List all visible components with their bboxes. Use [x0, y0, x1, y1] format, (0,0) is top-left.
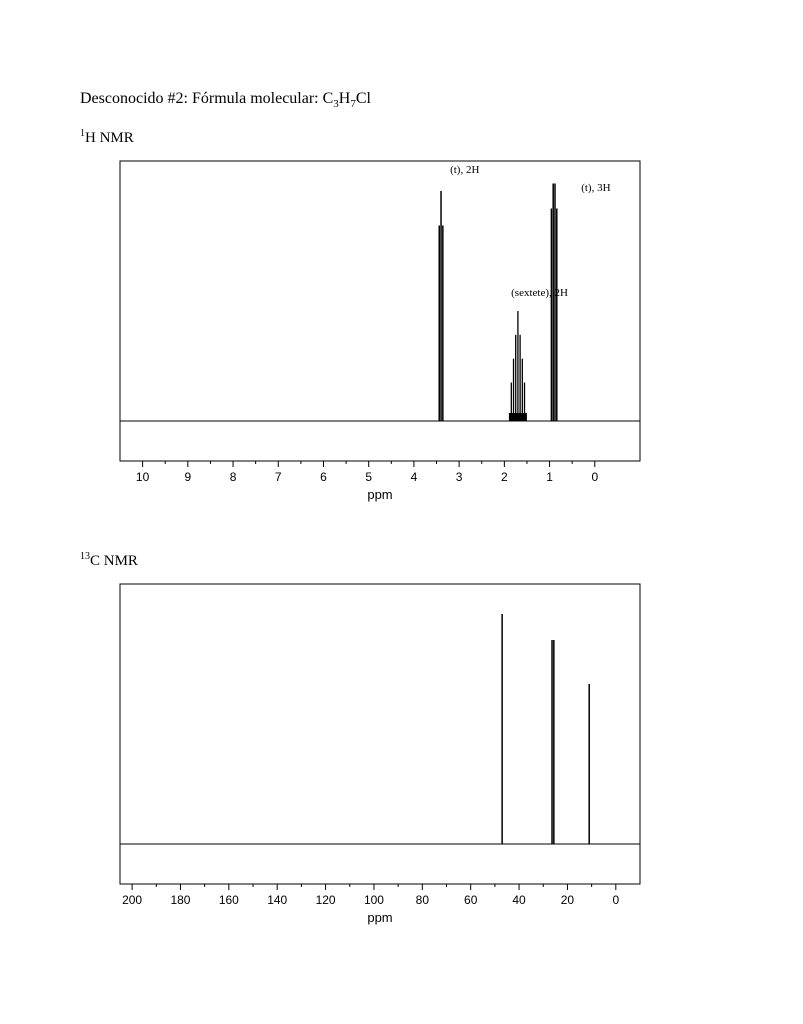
svg-text:200: 200 — [122, 893, 142, 907]
svg-text:20: 20 — [561, 893, 575, 907]
svg-text:120: 120 — [316, 893, 336, 907]
h-nmr-chart: (t), 2H(t), 3H(sextete), 2H109876543210p… — [110, 151, 723, 511]
svg-text:0: 0 — [612, 893, 619, 907]
svg-text:9: 9 — [184, 470, 191, 484]
c-nmr-label: 13C NMR — [80, 551, 723, 570]
svg-text:100: 100 — [364, 893, 384, 907]
svg-text:140: 140 — [267, 893, 287, 907]
svg-text:180: 180 — [170, 893, 190, 907]
svg-text:4: 4 — [411, 470, 418, 484]
c-nmr-sup: 13 — [80, 551, 90, 562]
svg-text:10: 10 — [136, 470, 150, 484]
svg-text:5: 5 — [365, 470, 372, 484]
svg-text:ppm: ppm — [367, 910, 392, 925]
h-nmr-text: H NMR — [85, 130, 134, 146]
c-nmr-svg: 200180160140120100806040200ppm — [110, 574, 650, 934]
svg-text:(t), 3H: (t), 3H — [581, 182, 610, 194]
svg-text:7: 7 — [275, 470, 282, 484]
title-end: Cl — [356, 90, 371, 107]
svg-text:40: 40 — [512, 893, 526, 907]
svg-text:80: 80 — [416, 893, 430, 907]
svg-text:(sextete), 2H: (sextete), 2H — [511, 287, 568, 299]
svg-text:60: 60 — [464, 893, 478, 907]
svg-text:ppm: ppm — [367, 487, 392, 502]
svg-text:8: 8 — [230, 470, 237, 484]
title-prefix: Desconocido #2: Fórmula molecular: C — [80, 90, 333, 107]
svg-text:0: 0 — [591, 470, 598, 484]
svg-text:6: 6 — [320, 470, 327, 484]
title-mid: H — [339, 90, 351, 107]
svg-text:3: 3 — [456, 470, 463, 484]
h-nmr-label: 1H NMR — [80, 128, 723, 147]
page-title: Desconocido #2: Fórmula molecular: C3H7C… — [80, 90, 723, 110]
svg-text:1: 1 — [546, 470, 553, 484]
h-nmr-svg: (t), 2H(t), 3H(sextete), 2H109876543210p… — [110, 151, 650, 511]
c-nmr-chart: 200180160140120100806040200ppm — [110, 574, 723, 934]
svg-text:2: 2 — [501, 470, 508, 484]
c-nmr-text: C NMR — [90, 553, 138, 569]
svg-text:(t), 2H: (t), 2H — [450, 164, 479, 176]
svg-text:160: 160 — [219, 893, 239, 907]
